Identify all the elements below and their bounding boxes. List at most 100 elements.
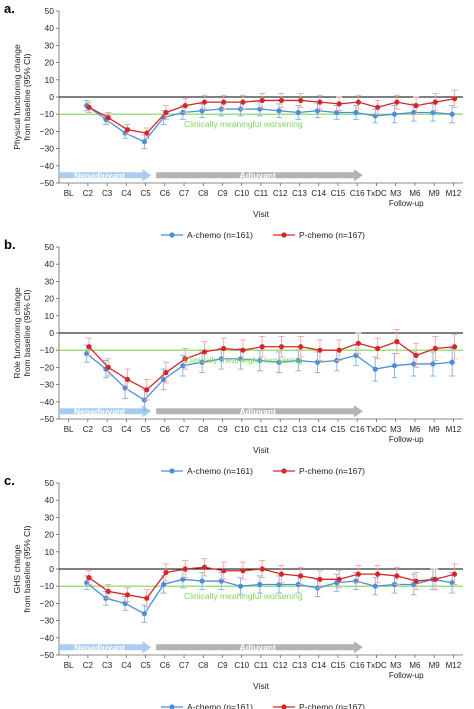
x-tick-label: C15 — [331, 189, 346, 198]
data-point — [353, 109, 359, 116]
y-axis-label: from baseline (95% CI) — [22, 289, 32, 376]
y-tick-label: 40 — [45, 23, 55, 33]
y-tick-label: −30 — [40, 616, 55, 626]
x-tick-label: M9 — [429, 189, 441, 198]
threshold-label: Clinically meaningful worsening — [184, 355, 303, 365]
x-tick-label: C16 — [350, 661, 365, 670]
x-tick-label: C13 — [292, 425, 307, 434]
data-point — [355, 99, 361, 105]
y-tick-label: 20 — [45, 58, 55, 68]
x-tick-label: C12 — [273, 425, 288, 434]
legend-swatch-marker — [281, 232, 287, 238]
y-axis-label: Role functioning change — [12, 287, 22, 378]
y-axis-label: GHS change — [12, 544, 22, 593]
x-tick-label: C9 — [217, 189, 228, 198]
x-tick-label: C9 — [217, 661, 228, 670]
data-point — [432, 345, 438, 352]
data-point — [375, 345, 381, 352]
panel-label: b. — [4, 237, 16, 252]
y-tick-label: −20 — [40, 598, 55, 608]
data-point — [336, 347, 342, 353]
series-line — [88, 566, 455, 599]
series-p-chemo — [86, 558, 458, 608]
data-point — [124, 376, 131, 383]
data-point — [317, 347, 323, 353]
phase-arrow — [156, 169, 363, 182]
x-tick-label: C10 — [234, 661, 249, 670]
y-axis-label: from baseline (95% CI) — [22, 53, 32, 140]
y-tick-label: 10 — [45, 75, 55, 85]
legend-swatch-marker — [169, 468, 175, 474]
x-tick-label: C10 — [234, 189, 249, 198]
data-point — [163, 109, 169, 116]
data-point — [240, 347, 246, 353]
data-point — [144, 130, 150, 136]
phase-label: Neoadjuvant — [74, 170, 125, 180]
x-tick-label: C7 — [179, 661, 190, 670]
y-tick-label: −20 — [40, 362, 55, 372]
x-axis-label: Visit — [253, 445, 270, 455]
phase-label: Adjuvant — [240, 406, 277, 416]
x-tick-label: C11 — [254, 661, 269, 670]
x-tick-label: C13 — [292, 189, 307, 198]
panel-label: a. — [4, 1, 15, 16]
phase-label: Neoadjuvant — [74, 406, 125, 416]
x-tick-label: C7 — [179, 425, 190, 434]
x-tick-label: C4 — [121, 425, 132, 434]
y-tick-label: 30 — [45, 512, 55, 522]
y-tick-label: 0 — [49, 92, 54, 102]
x-tick-label: C14 — [311, 425, 326, 434]
x-tick-label: TxDC — [366, 189, 387, 198]
y-tick-label: 10 — [45, 311, 55, 321]
x-tick-label: C6 — [160, 661, 171, 670]
y-tick-label: 10 — [45, 547, 55, 557]
data-point — [411, 361, 417, 367]
x-subtick-label: Follow-up — [389, 671, 424, 680]
y-axis-label: from baseline (95% CI) — [22, 525, 32, 612]
data-point — [259, 97, 265, 104]
legend-swatch-marker — [169, 704, 175, 709]
x-tick-label: M3 — [390, 661, 402, 670]
threshold-label: Clinically meaningful worsening — [184, 591, 303, 601]
x-tick-label: C11 — [254, 189, 269, 198]
y-tick-label: 50 — [45, 6, 55, 16]
data-point — [451, 571, 458, 577]
data-point — [237, 583, 244, 589]
x-tick-label: C14 — [311, 189, 326, 198]
data-point — [182, 566, 188, 572]
x-tick-label: C9 — [217, 425, 228, 434]
legend-label: A-chemo (n=161) — [187, 466, 253, 476]
y-tick-label: 30 — [45, 276, 55, 286]
x-axis-label: Visit — [253, 681, 270, 691]
data-point — [391, 111, 398, 117]
panel-2: b. Role functioning change from baseline (… — [4, 237, 463, 476]
x-tick-label: C7 — [179, 189, 190, 198]
data-point — [86, 575, 92, 581]
y-tick-label: 50 — [45, 478, 55, 488]
x-tick-label: C15 — [331, 425, 346, 434]
x-tick-label: C15 — [331, 661, 346, 670]
series-p-chemo — [86, 329, 458, 401]
legend-swatch-marker — [281, 704, 287, 709]
data-point — [257, 581, 263, 588]
data-point — [182, 103, 188, 109]
series-line — [86, 578, 453, 615]
data-point — [430, 361, 436, 367]
data-point — [86, 344, 92, 350]
data-point — [144, 595, 150, 601]
y-tick-label: −10 — [40, 345, 55, 355]
data-point — [375, 104, 381, 110]
data-point — [432, 576, 438, 582]
x-tick-label: C16 — [350, 425, 365, 434]
x-tick-label: C16 — [350, 189, 365, 198]
legend-swatch-marker — [281, 468, 287, 474]
y-tick-label: 40 — [45, 495, 55, 505]
y-tick-label: −50 — [40, 414, 55, 424]
data-point — [278, 344, 285, 350]
x-tick-label: C11 — [254, 425, 269, 434]
legend-item: A-chemo (n=161) — [161, 702, 253, 709]
x-tick-label: C2 — [83, 661, 94, 670]
x-tick-label: C2 — [83, 189, 94, 198]
data-point — [372, 583, 378, 589]
